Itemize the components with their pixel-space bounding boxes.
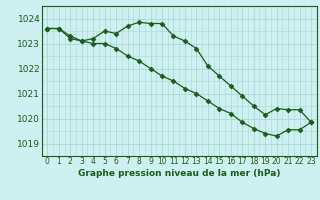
- X-axis label: Graphe pression niveau de la mer (hPa): Graphe pression niveau de la mer (hPa): [78, 169, 280, 178]
